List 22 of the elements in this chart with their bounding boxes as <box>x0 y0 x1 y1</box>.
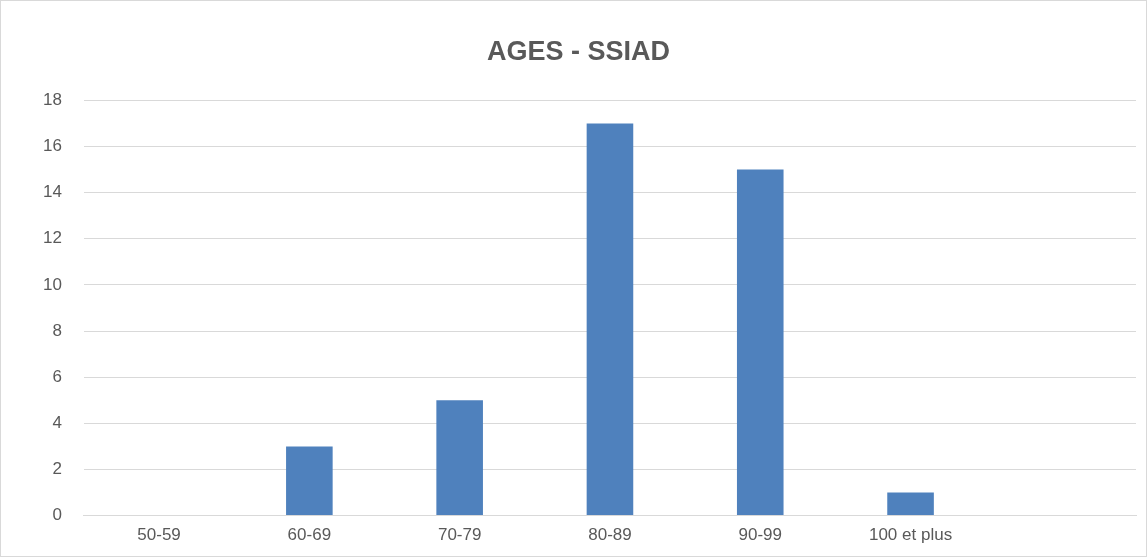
chart-title: AGES - SSIAD <box>486 35 671 66</box>
x-tick-label: 80-89 <box>588 525 632 545</box>
bar <box>436 400 483 516</box>
y-tick-label: 18 <box>42 90 62 110</box>
bar <box>736 169 784 516</box>
bar <box>887 492 934 516</box>
bar <box>286 446 333 516</box>
x-tick-label: 50-59 <box>137 525 181 545</box>
y-tick-label: 2 <box>52 459 62 479</box>
y-tick-label: 14 <box>42 182 62 202</box>
y-tick-label: 10 <box>42 274 62 294</box>
x-tick-label: 90-99 <box>738 525 782 545</box>
x-tick-label: 70-79 <box>437 525 482 545</box>
y-tick-label: 8 <box>52 320 62 340</box>
bar <box>586 123 634 516</box>
x-tick-label: 100 et plus <box>868 525 953 545</box>
y-tick-label: 0 <box>52 505 62 525</box>
y-tick-label: 4 <box>52 413 62 433</box>
y-tick-label: 12 <box>42 228 62 248</box>
y-tick-label: 16 <box>42 136 62 156</box>
x-tick-label: 60-69 <box>287 525 332 545</box>
y-tick-label: 6 <box>52 366 62 386</box>
